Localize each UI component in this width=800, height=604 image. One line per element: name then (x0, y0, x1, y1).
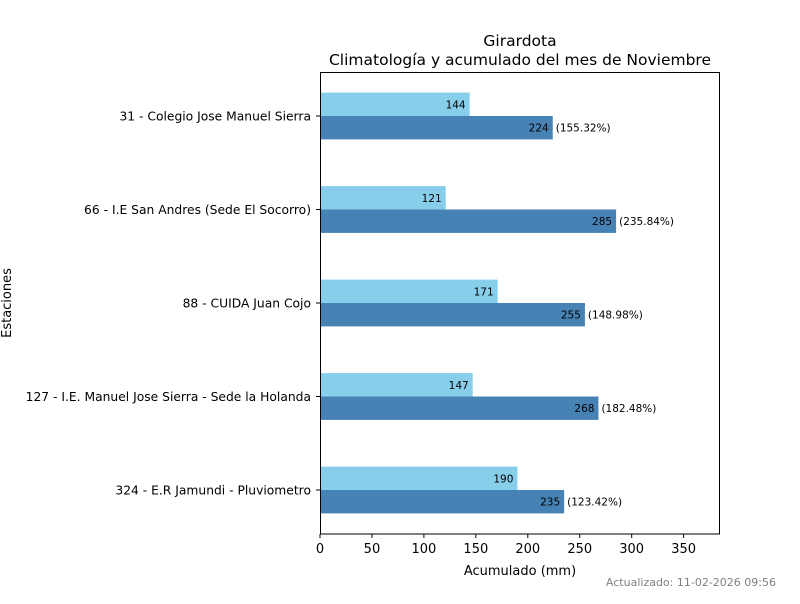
climatology-bar (320, 466, 518, 490)
y-tick-label: 127 - I.E. Manuel Jose Sierra - Sede la … (26, 390, 311, 404)
accumulated-bar (320, 116, 553, 140)
x-tick-label: 350 (671, 542, 696, 557)
climatology-bar (320, 186, 446, 210)
climatology-value-label: 190 (493, 473, 513, 485)
accumulated-bar (320, 490, 565, 514)
accumulated-value-label: 268 (574, 403, 594, 415)
chart-title: Girardota (483, 32, 556, 50)
climatology-value-label: 171 (474, 286, 494, 298)
climatology-bar (320, 92, 470, 116)
y-tick-label: 324 - E.R Jamundi - Pluviometro (115, 484, 311, 498)
climatology-value-label: 144 (446, 99, 466, 111)
y-tick-label: 31 - Colegio Jose Manuel Sierra (119, 110, 311, 124)
climatology-bar (320, 279, 498, 303)
x-tick-label: 150 (463, 542, 488, 557)
accumulated-bar (320, 396, 599, 420)
accumulated-bar (320, 303, 585, 327)
x-tick-label: 200 (515, 542, 540, 557)
accumulated-value-label: 235 (540, 497, 560, 509)
percent-label: (123.42%) (567, 497, 622, 509)
x-tick-label: 250 (567, 542, 592, 557)
accumulated-value-label: 285 (592, 216, 612, 228)
climatology-bar (320, 373, 473, 397)
x-tick-label: 300 (619, 542, 644, 557)
updated-footer: Actualizado: 11-02-2026 09:56 (606, 576, 776, 589)
accumulated-bar (320, 209, 617, 233)
percent-label: (155.32%) (556, 123, 611, 135)
accumulated-value-label: 255 (561, 310, 581, 322)
y-axis-label: Estaciones (0, 268, 15, 338)
chart-subtitle: Climatología y acumulado del mes de Novi… (329, 51, 711, 69)
accumulated-value-label: 224 (529, 123, 549, 135)
percent-label: (182.48%) (601, 403, 656, 415)
percent-label: (148.98%) (588, 310, 643, 322)
x-axis-label: Acumulado (mm) (464, 564, 576, 579)
climatology-value-label: 147 (449, 380, 469, 392)
percent-label: (235.84%) (619, 216, 674, 228)
x-tick-label: 100 (411, 542, 436, 557)
y-tick-label: 88 - CUIDA Juan Cojo (183, 297, 311, 311)
climatology-value-label: 121 (422, 193, 442, 205)
x-tick-label: 0 (316, 542, 324, 557)
y-tick-label: 66 - I.E San Andres (Sede El Socorro) (84, 203, 311, 217)
x-tick-label: 50 (364, 542, 381, 557)
plot-frame (320, 72, 720, 535)
